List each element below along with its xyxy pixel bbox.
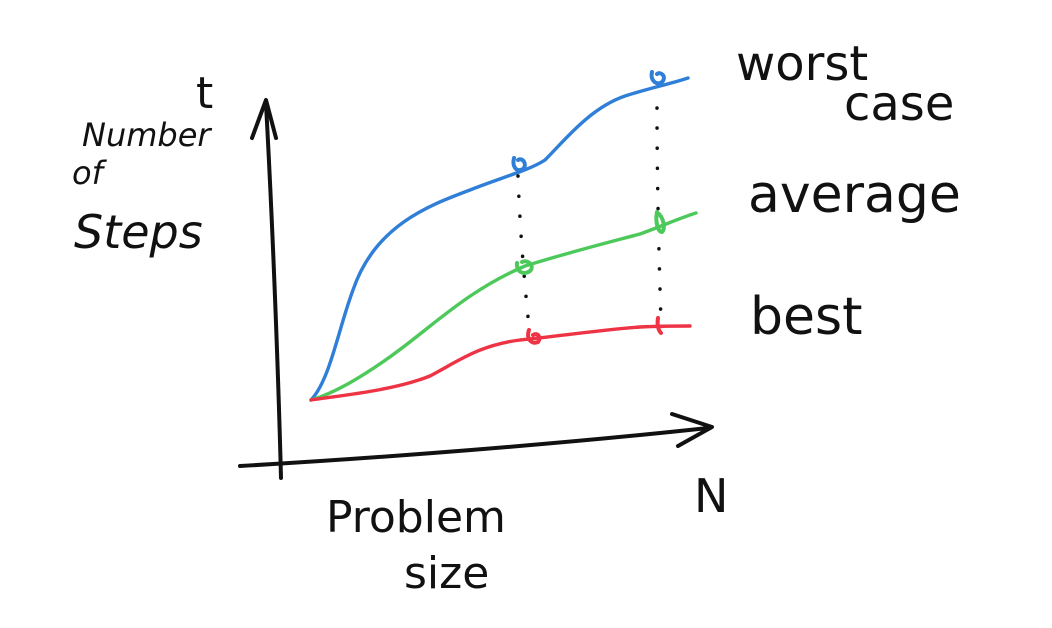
y-axis-label-line3: Steps [74, 205, 203, 259]
best-marker-left [526, 328, 542, 345]
average-label: average [748, 165, 961, 225]
best-label: best [750, 287, 862, 347]
y-axis-label-line2: of [72, 154, 108, 192]
average-marker-left [514, 259, 534, 275]
x-symbol: N [694, 469, 728, 523]
y-axis-line [264, 102, 283, 480]
axes [238, 98, 714, 480]
worst-case-curve [309, 76, 690, 402]
x-axis-arrowhead [670, 412, 714, 448]
curves [309, 76, 698, 402]
axis-labels: t Number of Steps N Problem size [72, 68, 728, 599]
worst-marker-left [511, 156, 527, 173]
y-symbol: t [196, 68, 213, 119]
worst-case-label-line1: worst [736, 36, 868, 92]
worst-marker-right [649, 70, 666, 86]
series-labels: worst case average best [736, 36, 961, 347]
marker-links [516, 106, 663, 338]
left-dotted-link [516, 174, 532, 338]
best-marker-right [655, 316, 663, 335]
average-marker-right [654, 210, 666, 235]
x-axis-label-line1: Problem [326, 492, 506, 543]
y-axis-label-line1: Number [82, 116, 212, 154]
x-axis-label-line2: size [404, 548, 489, 599]
point-markers [511, 70, 666, 345]
x-axis-line [238, 426, 710, 468]
y-axis-arrowhead [250, 98, 278, 140]
best-curve [309, 324, 692, 402]
worst-case-label-line2: case [844, 76, 954, 132]
average-curve [309, 211, 698, 402]
